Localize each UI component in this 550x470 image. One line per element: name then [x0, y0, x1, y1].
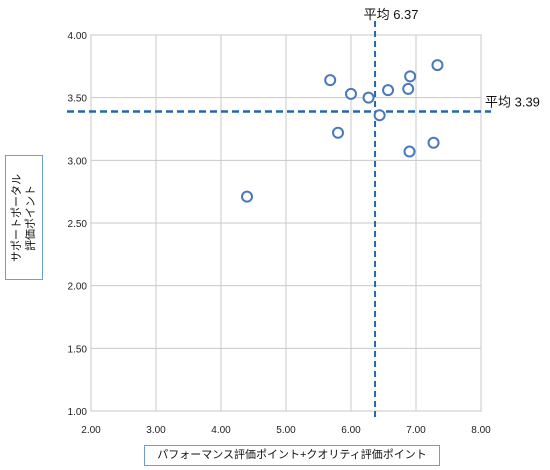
- data-point: [402, 82, 415, 95]
- x-tick-label: 4.00: [211, 425, 231, 436]
- y-axis-label-line-1: サポートポータル: [11, 173, 23, 262]
- x-tick-label: 5.00: [276, 425, 296, 436]
- y-tick-label: 2.50: [68, 219, 88, 230]
- grid-layer: [90, 34, 482, 412]
- y-tick-label: 2.00: [68, 282, 88, 293]
- data-point: [404, 70, 417, 83]
- y-axis-label: サポートポータル 評価ポイント: [10, 155, 38, 280]
- ticks-layer: 2.00 3.00 4.00 5.00 6.00 7.00 8.00 1.00 1.50 2.00…: [68, 31, 492, 436]
- data-point: [332, 126, 344, 139]
- y-tick-label: 1.50: [68, 344, 88, 355]
- avg-y-label: 平均 3.39: [485, 94, 540, 109]
- data-point: [373, 109, 386, 122]
- y-tick-label: 1.00: [68, 407, 88, 418]
- points-layer: [241, 59, 444, 203]
- average-lines-layer: 平均 6.37 平均 3.39: [67, 7, 540, 417]
- x-axis-label: パフォーマンス評価ポイント+クオリティ評価ポイント: [144, 445, 440, 466]
- data-point: [324, 74, 337, 87]
- y-tick-label: 4.00: [68, 31, 88, 42]
- data-point: [362, 91, 375, 104]
- x-tick-label: 6.00: [341, 425, 361, 436]
- y-tick-label: 3.50: [68, 94, 88, 105]
- y-axis-label-box: サポートポータル 評価ポイント: [5, 155, 43, 280]
- x-tick-label: 2.00: [81, 425, 101, 436]
- data-point: [403, 145, 416, 158]
- avg-x-label: 平均 6.37: [364, 7, 419, 22]
- x-tick-label: 7.00: [406, 425, 426, 436]
- data-point: [345, 87, 357, 100]
- data-point: [241, 190, 253, 203]
- x-tick-label: 3.00: [146, 425, 166, 436]
- x-tick-label: 8.00: [471, 425, 491, 436]
- data-point: [431, 59, 444, 72]
- y-axis-label-line-2: 評価ポイント: [25, 184, 37, 251]
- data-point: [427, 136, 440, 149]
- y-tick-label: 3.00: [68, 156, 88, 167]
- data-point: [382, 84, 395, 97]
